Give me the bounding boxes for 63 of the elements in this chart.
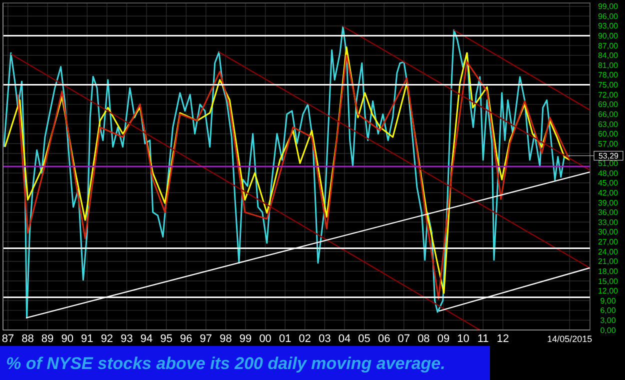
y-tick-label: 57,00 <box>598 139 619 148</box>
y-tick-label: 75,00 <box>598 80 619 90</box>
x-tick-label: 97 <box>200 333 212 345</box>
x-tick-label: 07 <box>398 333 410 345</box>
x-tick-label: 98 <box>220 333 232 345</box>
y-tick-label: 93,00 <box>598 22 619 31</box>
y-tick-label: 36,00 <box>598 208 619 218</box>
y-tick-label: 60,00 <box>598 130 619 139</box>
y-tick-label: 12,00 <box>598 286 619 296</box>
x-tick-label: 05 <box>358 333 370 345</box>
y-tick-label: 72,00 <box>598 90 619 100</box>
y-tick-label: 30,00 <box>598 228 619 237</box>
y-tick-label: 42,00 <box>598 188 619 198</box>
x-tick-label: 90 <box>61 333 74 345</box>
x-tick-label: 09 <box>437 333 450 345</box>
y-tick-label: 39,00 <box>598 198 619 208</box>
x-tick-label: 10 <box>457 333 470 345</box>
y-tick-label: 90,00 <box>598 32 619 40</box>
x-tick-label: 96 <box>180 333 192 345</box>
x-tick-label: 02 <box>298 333 312 345</box>
x-tick-label: 89 <box>41 333 54 345</box>
y-tick-label: 48,00 <box>598 168 619 178</box>
annotation: 53,29 <box>598 152 620 161</box>
x-tick-label: 94 <box>140 333 153 345</box>
y-tick-label: 51,00 <box>598 159 619 168</box>
x-tick-label: 11 <box>477 333 489 345</box>
y-tick-label: 3,00 <box>600 316 616 325</box>
x-tick-label: 08 <box>418 333 430 345</box>
y-tick-label: 84,00 <box>598 51 619 60</box>
y-tick-label: 24,00 <box>598 247 619 256</box>
x-tick-label: 04 <box>338 333 351 345</box>
x-tick-label: 14/05/2015 <box>547 334 592 344</box>
y-tick-label: 81,00 <box>598 60 619 70</box>
y-tick-label: 9,00 <box>600 296 616 306</box>
y-tick-label: 63,00 <box>598 120 619 129</box>
x-tick-label: 93 <box>120 333 133 345</box>
x-tick-label: 95 <box>160 333 172 345</box>
x-tick-label: 92 <box>100 333 114 345</box>
y-tick-label: 21,00 <box>598 257 619 266</box>
y-tick-label: 6,00 <box>600 306 616 316</box>
y-tick-label: 96,00 <box>598 12 619 21</box>
y-tick-label: 66,00 <box>598 110 619 119</box>
y-tick-label: 78,00 <box>598 70 619 80</box>
text: % of NYSE stocks above its 200 daily moving average. <box>6 354 446 373</box>
x-tick-label: 91 <box>81 333 94 345</box>
x-tick-label: 00 <box>259 333 272 345</box>
y-tick-label: 15,00 <box>598 276 619 286</box>
x-tick-label: 99 <box>239 333 252 345</box>
x-tick-label: 06 <box>378 333 390 345</box>
x-tick-label: 87 <box>2 333 14 345</box>
y-tick-label: 18,00 <box>598 266 619 276</box>
y-tick-label: 27,00 <box>598 238 619 247</box>
y-tick-label: 69,00 <box>598 100 619 110</box>
line-series <box>3 26 570 319</box>
y-tick-label: 99,00 <box>598 2 619 12</box>
y-tick-label: 0,00 <box>600 326 616 335</box>
y-tick-label: 33,00 <box>598 218 619 227</box>
y-tick-label: 45,00 <box>598 178 619 188</box>
x-tick-label: 03 <box>318 333 331 345</box>
x-tick-label: 12 <box>496 333 510 345</box>
x-tick-label: 88 <box>22 333 34 345</box>
x-tick-label: 01 <box>278 333 292 345</box>
y-tick-label: 87,00 <box>598 41 619 50</box>
